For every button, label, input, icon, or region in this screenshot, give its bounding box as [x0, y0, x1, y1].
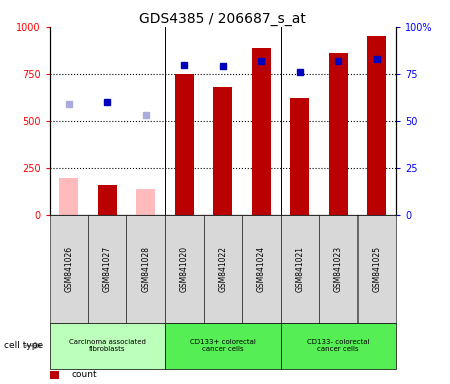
Title: GDS4385 / 206687_s_at: GDS4385 / 206687_s_at [140, 12, 306, 26]
Bar [175, 74, 194, 215]
Text: Carcinoma associated
fibroblasts: Carcinoma associated fibroblasts [69, 339, 146, 352]
Text: cell type: cell type [4, 341, 44, 350]
Text: CD133+ colorectal
cancer cells: CD133+ colorectal cancer cells [190, 339, 256, 352]
Bar [290, 98, 310, 215]
Bar [98, 185, 117, 215]
Text: GSM841024: GSM841024 [257, 246, 266, 292]
Text: GSM841020: GSM841020 [180, 246, 189, 292]
Bar [59, 178, 78, 215]
Bar [367, 36, 387, 215]
Bar [136, 189, 155, 215]
Text: CD133- colorectal
cancer cells: CD133- colorectal cancer cells [307, 339, 369, 352]
Text: GSM841025: GSM841025 [372, 246, 381, 292]
Text: count: count [72, 370, 98, 379]
Text: GSM841026: GSM841026 [64, 246, 73, 292]
Bar [328, 53, 348, 215]
Bar [252, 48, 271, 215]
Text: GSM841027: GSM841027 [103, 246, 112, 292]
Text: GSM841021: GSM841021 [295, 246, 304, 292]
Text: GSM841023: GSM841023 [334, 246, 343, 292]
Text: GSM841022: GSM841022 [218, 246, 227, 292]
Text: GSM841028: GSM841028 [141, 246, 150, 292]
Bar [213, 87, 232, 215]
